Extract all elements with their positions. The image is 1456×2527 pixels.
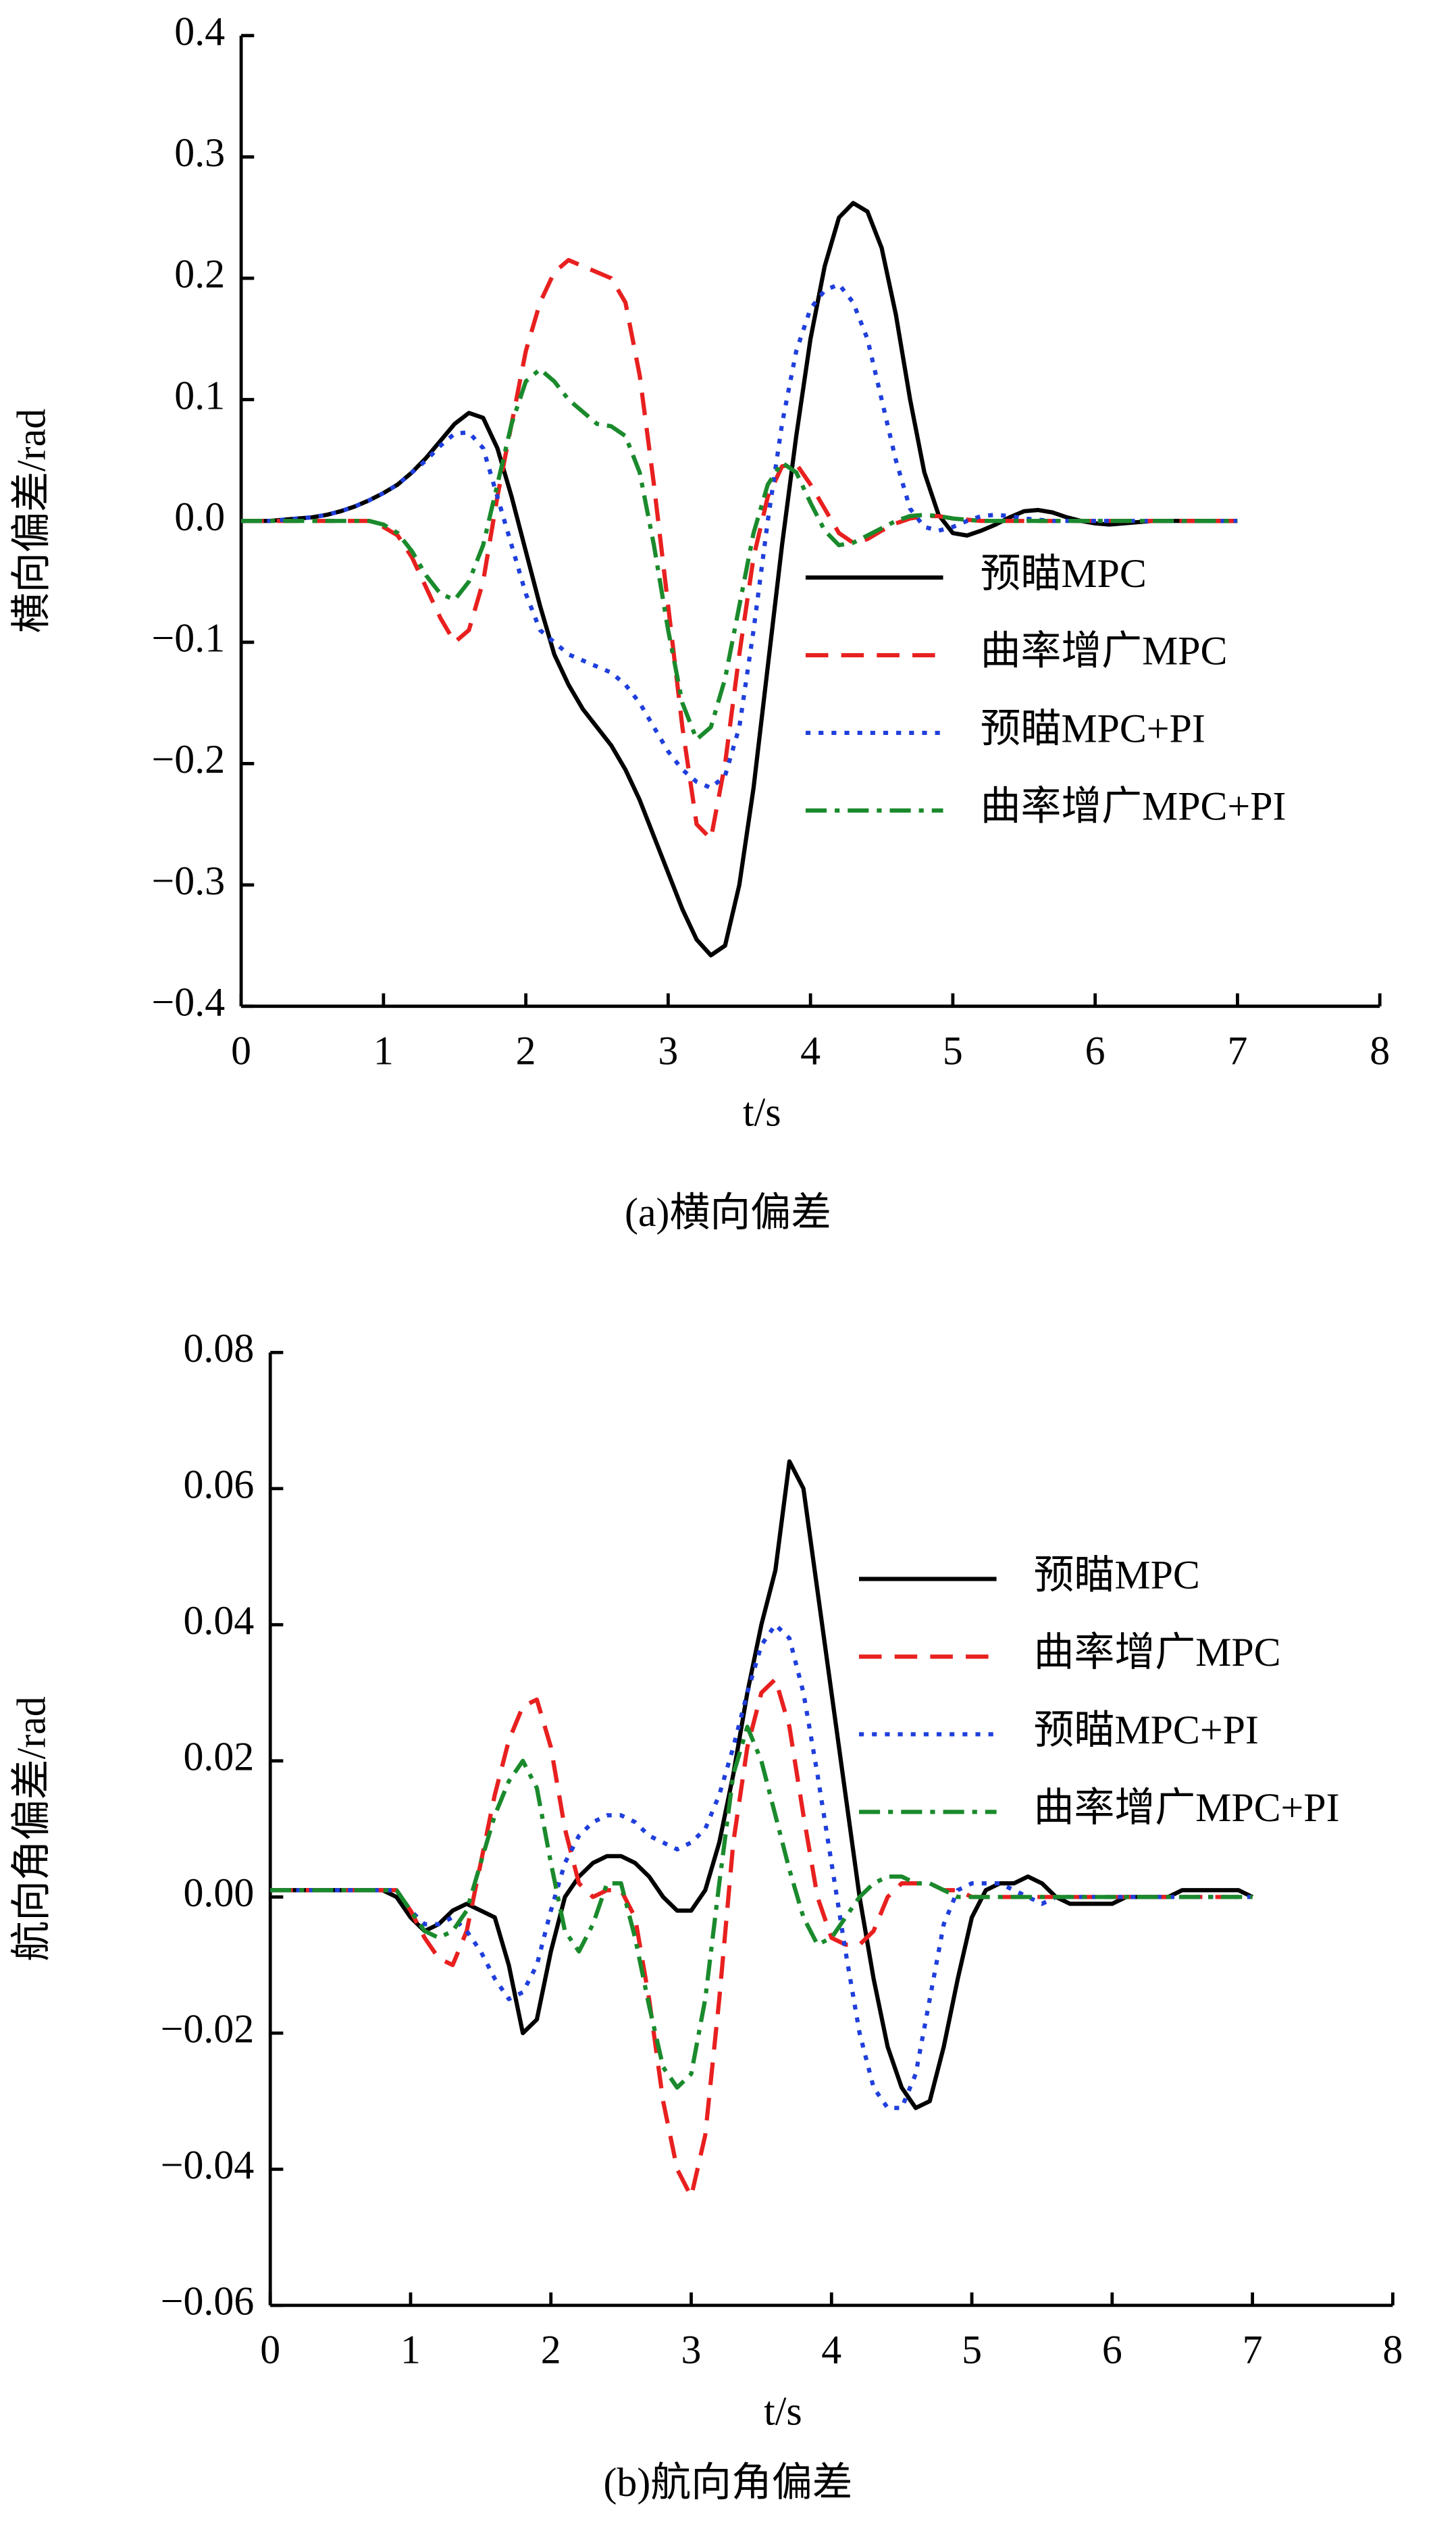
legend-label: 预瞄MPC <box>981 551 1147 596</box>
caption: (b)航向角偏差 <box>603 2460 852 2505</box>
x-tick-label: 5 <box>943 1028 963 1073</box>
x-tick-label: 7 <box>1243 2327 1263 2372</box>
legend-label: 预瞄MPC+PI <box>1034 1708 1259 1752</box>
y-tick-label: 0.4 <box>174 9 225 53</box>
x-axis-label: t/s <box>743 1090 781 1134</box>
y-tick-label: 0.0 <box>174 494 225 539</box>
y-tick-label: 0.00 <box>183 1870 254 1915</box>
x-tick-label: 3 <box>658 1028 678 1073</box>
legend-label: 预瞄MPC+PI <box>981 707 1205 751</box>
x-axis-label: t/s <box>764 2389 802 2433</box>
y-tick-label: 0.08 <box>183 1326 254 1371</box>
caption: (a)横向偏差 <box>625 1190 831 1235</box>
series-line <box>241 367 1238 742</box>
legend-label: 曲率增广MPC+PI <box>981 784 1286 829</box>
y-tick-label: −0.1 <box>152 616 226 661</box>
y-tick-label: 0.06 <box>183 1462 254 1506</box>
x-tick-label: 8 <box>1382 2327 1403 2372</box>
x-tick-label: 1 <box>400 2327 421 2372</box>
y-tick-label: 0.04 <box>183 1598 254 1643</box>
x-tick-label: 4 <box>821 2327 841 2372</box>
x-tick-label: 6 <box>1085 1028 1106 1073</box>
series-line <box>241 257 1238 841</box>
x-tick-label: 0 <box>260 2327 280 2372</box>
x-tick-label: 5 <box>962 2327 982 2372</box>
y-tick-label: −0.3 <box>152 859 226 903</box>
series-line <box>270 1677 1253 2199</box>
x-tick-label: 2 <box>516 1028 536 1073</box>
y-tick-label: 0.1 <box>174 373 225 417</box>
x-tick-label: 6 <box>1102 2327 1122 2372</box>
legend-label: 曲率增广MPC+PI <box>1034 1785 1340 1830</box>
y-axis-label: 航向角偏差/rad <box>9 1696 54 1961</box>
series-line <box>270 1725 1253 2090</box>
y-tick-label: −0.2 <box>152 737 226 782</box>
x-tick-label: 1 <box>373 1028 394 1073</box>
y-tick-label: 0.2 <box>174 252 225 297</box>
legend-label: 曲率增广MPC <box>981 629 1228 673</box>
series-line <box>241 201 1238 958</box>
x-tick-label: 3 <box>681 2327 702 2372</box>
y-tick-label: 0.3 <box>174 130 225 175</box>
y-tick-label: 0.02 <box>183 1735 254 1779</box>
y-tick-label: −0.06 <box>161 2279 255 2324</box>
y-axis-label: 横向偏差/rad <box>9 409 54 634</box>
x-tick-label: 8 <box>1370 1028 1390 1073</box>
y-tick-label: −0.02 <box>161 2007 255 2051</box>
x-tick-label: 7 <box>1227 1028 1247 1073</box>
y-tick-label: −0.04 <box>161 2143 255 2187</box>
legend-label: 曲率增广MPC <box>1034 1630 1281 1675</box>
y-tick-label: −0.4 <box>152 979 226 1024</box>
series-line <box>270 1459 1253 2110</box>
x-tick-label: 0 <box>231 1028 251 1073</box>
legend-label: 预瞄MPC <box>1034 1552 1200 1597</box>
x-tick-label: 4 <box>800 1028 821 1073</box>
x-tick-label: 2 <box>541 2327 561 2372</box>
